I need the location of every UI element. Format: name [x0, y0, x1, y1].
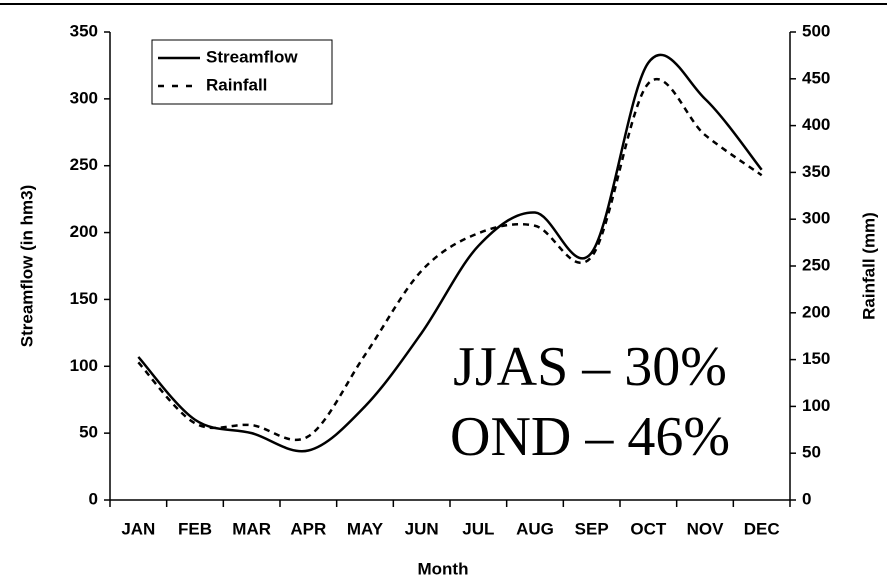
x-tick-label: FEB	[178, 519, 212, 538]
annotation: JJAS – 30%	[453, 336, 727, 398]
y2-tick-label: 250	[802, 255, 830, 274]
y2-tick-label: 500	[802, 21, 830, 40]
y2-tick-label: 0	[802, 489, 811, 508]
y2-tick-label: 50	[802, 443, 821, 462]
legend-label: Rainfall	[206, 75, 267, 94]
x-tick-label: MAY	[347, 519, 384, 538]
x-tick-label: JUN	[405, 519, 439, 538]
series-line	[137, 53, 763, 453]
y2-tick-label: 450	[802, 68, 830, 87]
legend-label: Streamflow	[206, 47, 298, 66]
x-tick-label: DEC	[744, 519, 780, 538]
y2-axis-label: Rainfall (mm)	[859, 212, 878, 320]
x-tick-label: JAN	[121, 519, 155, 538]
y2-tick-label: 300	[802, 209, 830, 228]
x-tick-label: AUG	[516, 519, 554, 538]
x-axis-label: Month	[418, 559, 469, 578]
x-tick-label: SEP	[575, 519, 609, 538]
x-tick-label: NOV	[687, 519, 725, 538]
annotation: OND – 46%	[450, 406, 730, 468]
y-axis-label: Streamflow (in hm3)	[17, 185, 36, 347]
x-tick-label: JUL	[462, 519, 494, 538]
x-tick-label: MAR	[232, 519, 271, 538]
y2-tick-label: 100	[802, 396, 830, 415]
y-tick-label: 300	[70, 88, 98, 107]
y-tick-label: 50	[79, 423, 98, 442]
y2-tick-label: 350	[802, 162, 830, 181]
y-tick-label: 0	[89, 489, 98, 508]
y-tick-label: 150	[70, 289, 98, 308]
legend-box	[151, 39, 333, 105]
y2-tick-label: 150	[802, 349, 830, 368]
y2-tick-label: 200	[802, 302, 830, 321]
y2-tick-label: 400	[802, 115, 830, 134]
y-tick-label: 350	[70, 21, 98, 40]
series-line	[137, 78, 763, 442]
x-tick-label: APR	[290, 519, 326, 538]
x-tick-label: OCT	[630, 519, 667, 538]
y-tick-label: 250	[70, 155, 98, 174]
y-tick-label: 100	[70, 356, 98, 375]
y-tick-label: 200	[70, 222, 98, 241]
